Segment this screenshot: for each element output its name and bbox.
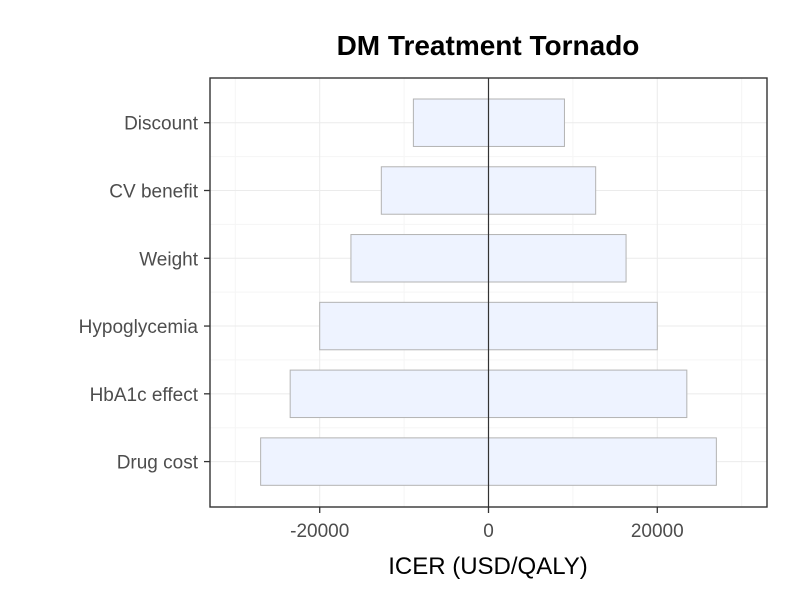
y-tick-label: Discount [124, 114, 199, 135]
x-axis-title: ICER (USD/QALY) [388, 553, 588, 580]
x-tick-label: 0 [483, 521, 494, 542]
y-tick-label: Weight [139, 249, 199, 270]
y-tick-label: Hypoglycemia [79, 317, 199, 338]
y-tick-label: HbA1c effect [90, 385, 199, 406]
x-tick-label: -20000 [290, 521, 349, 542]
y-axis: Drug cost HbA1c effect Hypoglycemia Weight C… [79, 114, 210, 474]
chart-title: DM Treatment Tornado [337, 30, 640, 61]
y-tick-label: CV benefit [109, 182, 198, 203]
x-axis: -20000 0 20000 [290, 507, 684, 542]
y-tick-label: Drug cost [117, 453, 199, 474]
x-tick-label: 20000 [631, 521, 684, 542]
